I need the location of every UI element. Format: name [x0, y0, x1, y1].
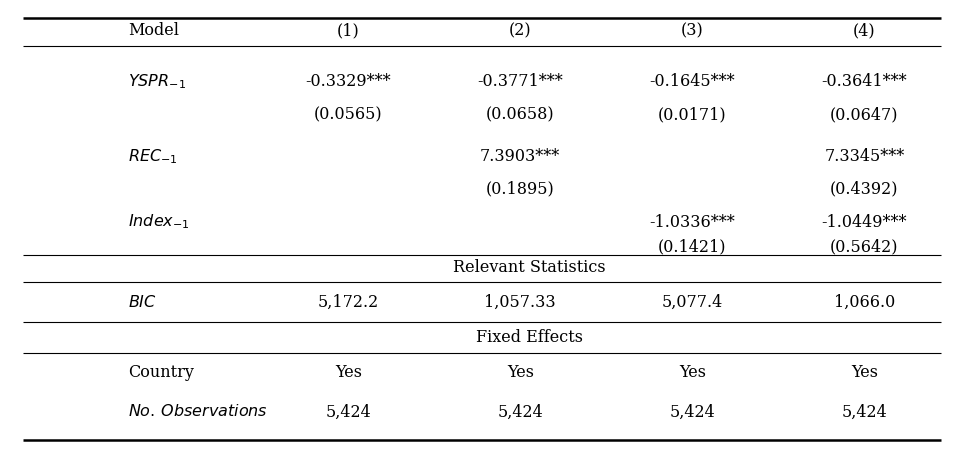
Text: (3): (3) — [681, 22, 704, 39]
Text: (0.0647): (0.0647) — [830, 107, 898, 124]
Text: $BIC$: $BIC$ — [128, 294, 157, 311]
Text: (0.0658): (0.0658) — [486, 107, 554, 124]
Text: (4): (4) — [853, 22, 875, 39]
Text: Relevant Statistics: Relevant Statistics — [453, 259, 606, 276]
Text: 1,066.0: 1,066.0 — [834, 294, 895, 311]
Text: Country: Country — [128, 364, 195, 381]
Text: 5,424: 5,424 — [842, 404, 887, 420]
Text: (0.1895): (0.1895) — [486, 180, 554, 197]
Text: (2): (2) — [509, 22, 531, 39]
Text: -0.3329***: -0.3329*** — [306, 73, 391, 91]
Text: $REC_{-1}$: $REC_{-1}$ — [128, 147, 178, 166]
Text: 5,172.2: 5,172.2 — [317, 294, 379, 311]
Text: $No.\,Observations$: $No.\,Observations$ — [128, 404, 268, 420]
Text: 5,424: 5,424 — [669, 404, 715, 420]
Text: (0.0171): (0.0171) — [658, 107, 727, 124]
Text: Model: Model — [128, 22, 179, 39]
Text: Yes: Yes — [851, 364, 878, 381]
Text: -1.0449***: -1.0449*** — [821, 213, 907, 231]
Text: $YSPR_{-1}$: $YSPR_{-1}$ — [128, 72, 186, 92]
Text: Yes: Yes — [507, 364, 534, 381]
Text: 5,077.4: 5,077.4 — [661, 294, 723, 311]
Text: Yes: Yes — [335, 364, 362, 381]
Text: 7.3903***: 7.3903*** — [480, 148, 560, 165]
Text: 1,057.33: 1,057.33 — [485, 294, 556, 311]
Text: 5,424: 5,424 — [497, 404, 543, 420]
Text: (1): (1) — [336, 22, 360, 39]
Text: (0.0565): (0.0565) — [314, 107, 383, 124]
Text: Yes: Yes — [679, 364, 706, 381]
Text: 5,424: 5,424 — [325, 404, 371, 420]
Text: Fixed Effects: Fixed Effects — [476, 329, 583, 346]
Text: -0.1645***: -0.1645*** — [650, 73, 736, 91]
Text: (0.5642): (0.5642) — [830, 238, 898, 255]
Text: (0.1421): (0.1421) — [658, 238, 727, 255]
Text: $Index_{-1}$: $Index_{-1}$ — [128, 213, 190, 231]
Text: -1.0336***: -1.0336*** — [650, 213, 736, 231]
Text: -0.3641***: -0.3641*** — [821, 73, 907, 91]
Text: (0.4392): (0.4392) — [830, 180, 898, 197]
Text: 7.3345***: 7.3345*** — [824, 148, 904, 165]
Text: -0.3771***: -0.3771*** — [477, 73, 563, 91]
